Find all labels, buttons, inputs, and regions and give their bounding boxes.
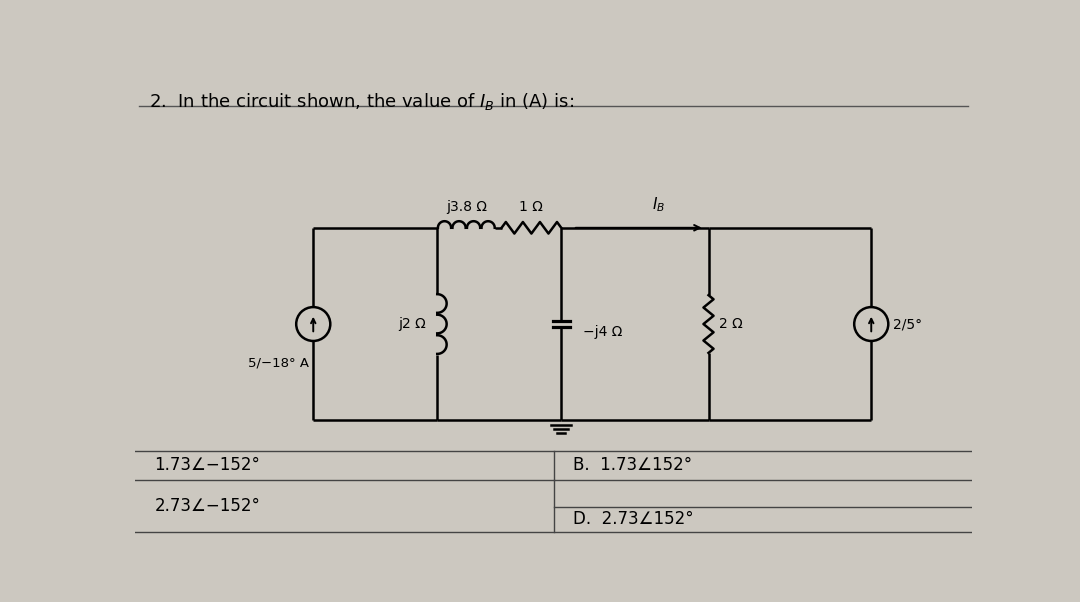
Text: 1 Ω: 1 Ω — [519, 200, 543, 214]
Text: j2 Ω: j2 Ω — [397, 317, 426, 331]
Text: 2.73∠−152°: 2.73∠−152° — [154, 497, 260, 515]
Text: B.  1.73∠152°: B. 1.73∠152° — [572, 456, 692, 474]
Text: −j4 Ω: −j4 Ω — [583, 324, 622, 339]
Text: $I_B$: $I_B$ — [651, 195, 664, 214]
Text: 2.  In the circuit shown, the value of $I_B$ in (A) is:: 2. In the circuit shown, the value of $I… — [149, 91, 573, 112]
Text: j3.8 Ω: j3.8 Ω — [446, 200, 487, 214]
Text: 2/5°: 2/5° — [893, 317, 922, 331]
Text: 2 Ω: 2 Ω — [719, 317, 743, 331]
Text: 1.73∠−152°: 1.73∠−152° — [154, 456, 260, 474]
Text: D.  2.73∠152°: D. 2.73∠152° — [572, 510, 693, 528]
Text: 5/−18° A: 5/−18° A — [248, 356, 309, 369]
